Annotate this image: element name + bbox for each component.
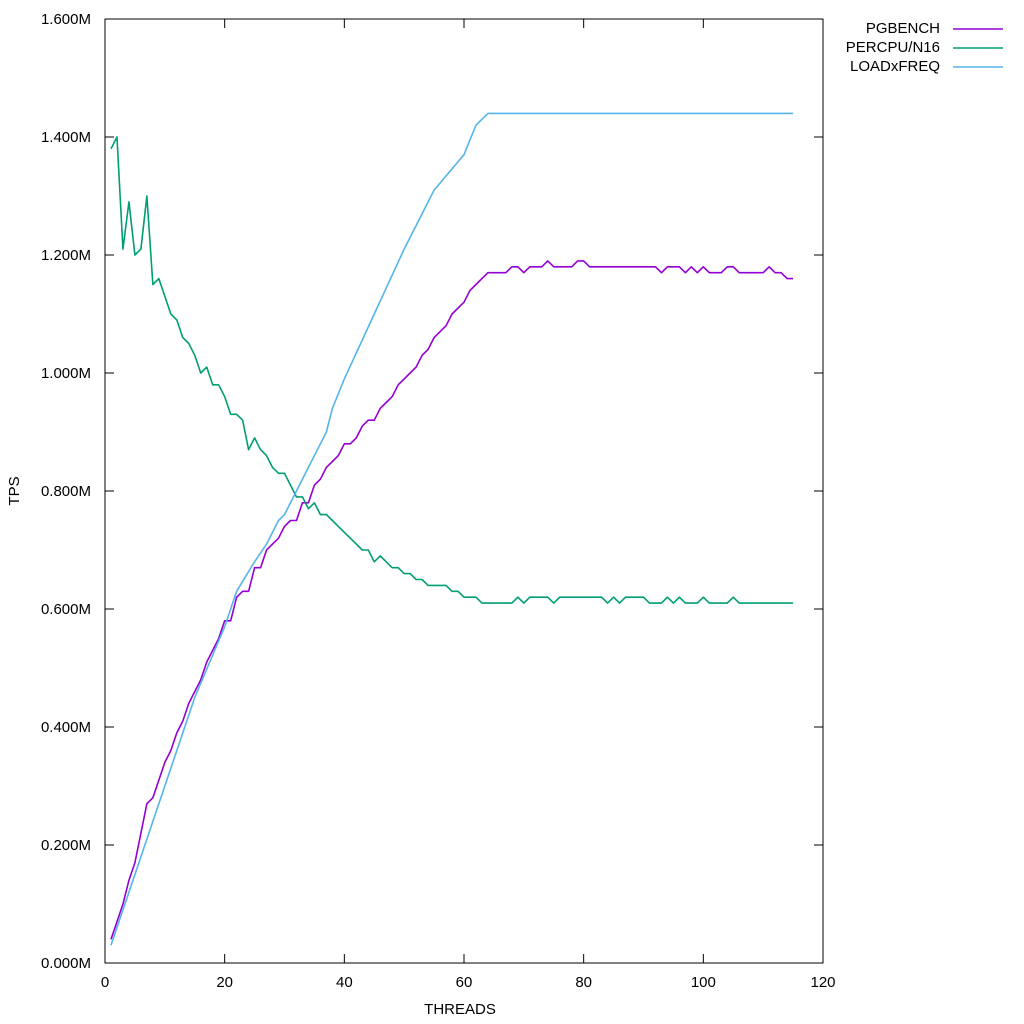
series-layer	[110, 112, 794, 946]
x-tick-label: 60	[456, 974, 473, 991]
y-tick-label: 1.600M	[41, 11, 91, 28]
x-tick-label: 80	[575, 974, 592, 991]
series-line-loadxfreq	[110, 112, 794, 946]
y-tick-label: 1.200M	[41, 247, 91, 264]
y-tick-label: 0.600M	[41, 601, 91, 618]
x-axis: 0 20 40 60 80 100 120	[101, 19, 836, 991]
y-tick-label: 1.000M	[41, 365, 91, 382]
legend-label-pgbench: PGBENCH	[866, 20, 940, 37]
x-tick-label: 0	[101, 974, 109, 991]
x-tick-label: 40	[336, 974, 353, 991]
y-axis: 0.000M 0.200M 0.400M 0.600M 0.800M 1.000M 1.20…	[41, 11, 823, 972]
y-tick-label: 0.200M	[41, 837, 91, 854]
x-tick-label: 120	[810, 974, 835, 991]
series-line-percpu-n16	[110, 136, 794, 604]
legend: PGBENCH PERCPU/N16 LOADxFREQ	[846, 20, 1003, 75]
y-tick-label: 0.400M	[41, 719, 91, 736]
x-tick-label: 20	[216, 974, 233, 991]
y-axis-title: TPS	[6, 476, 23, 505]
y-tick-label: 1.400M	[41, 129, 91, 146]
series-line-pgbench	[110, 260, 794, 940]
y-tick-label: 0.000M	[41, 955, 91, 972]
y-tick-label: 0.800M	[41, 483, 91, 500]
plot-frame	[104, 18, 824, 964]
legend-label-loadxfreq: LOADxFREQ	[850, 58, 940, 75]
legend-label-percpu-n16: PERCPU/N16	[846, 39, 940, 56]
x-axis-title: THREADS	[424, 1001, 496, 1018]
x-tick-label: 100	[691, 974, 716, 991]
